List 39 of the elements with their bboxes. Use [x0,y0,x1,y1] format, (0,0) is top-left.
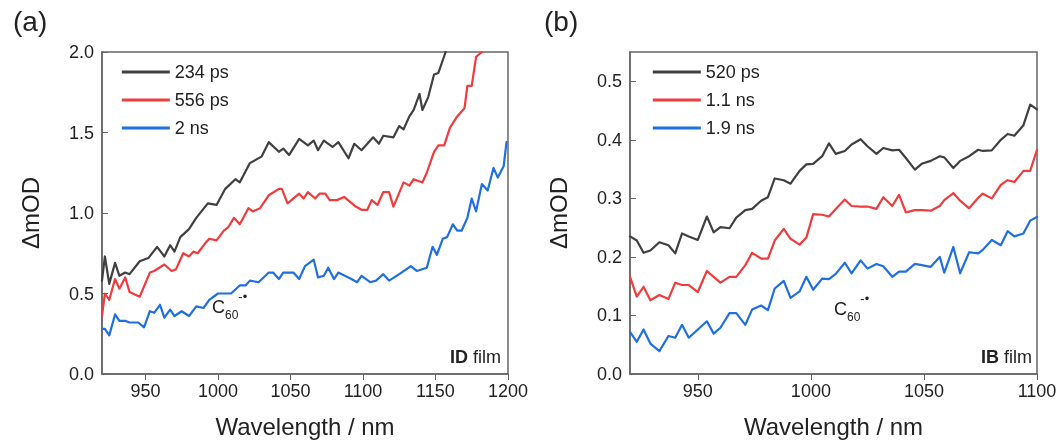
x-tick-label: 1000 [197,381,239,401]
y-tick-label: 1.0 [68,203,94,223]
x-tick-label: 950 [130,381,161,401]
line-series [100,50,483,318]
y-tick-label: 0.2 [596,246,622,267]
x-tick-label: 1150 [416,381,455,401]
x-tick-label: 1100 [1017,381,1057,401]
legend-label: 234 ps [174,62,229,82]
y-tick-label: 2.0 [68,42,94,62]
y-tick-label: 0.5 [68,283,94,304]
y-tick-label: 0.0 [68,364,94,384]
x-axis-title: Wavelength / nm [743,412,924,440]
chart-title: (a) [13,5,48,37]
legend-label: 2 ns [174,118,209,138]
y-axis-title: ΔmOD [544,176,572,250]
x-tick-label: 1200 [487,381,528,401]
line-series [100,50,447,285]
legend-label: 556 ps [174,90,229,110]
annotation: IB film [981,347,1033,367]
y-tick-label: 0.3 [596,188,622,209]
legend-label: 1.1 ns [705,90,755,110]
x-tick-label: 1000 [790,381,831,401]
x-tick-label: 950 [682,381,713,401]
legend-label: 1.9 ns [705,118,755,138]
x-tick-label: 1050 [270,381,311,401]
x-tick-label: 1050 [903,381,944,401]
y-tick-label: 1.5 [68,122,94,143]
x-axis-title: Wavelength / nm [215,412,395,440]
line-series [628,148,1039,302]
y-tick-label: 0.0 [596,364,622,384]
y-axis-title: ΔmOD [16,176,44,250]
y-tick-label: 0.4 [596,129,622,150]
x-tick-label: 1100 [343,381,383,401]
chart-title: (b) [544,5,579,37]
y-tick-label: 0.5 [596,71,622,92]
line-series [100,141,508,337]
legend-label: 520 ps [705,62,760,82]
annotation: ID film [450,347,502,367]
y-tick-label: 0.1 [596,305,622,326]
